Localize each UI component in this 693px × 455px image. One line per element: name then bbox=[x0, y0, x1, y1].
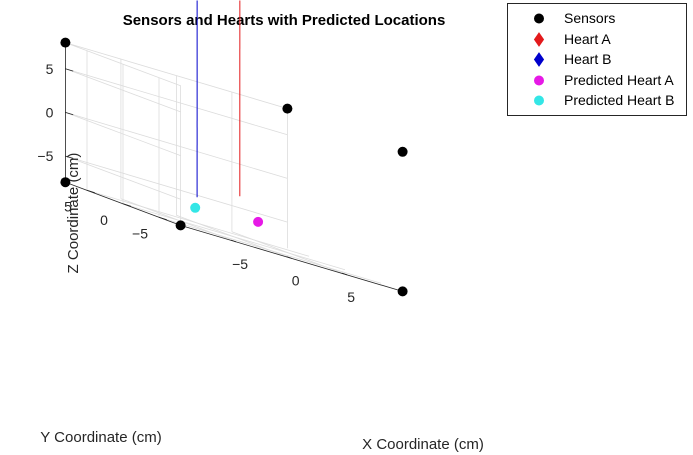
z-tick-mark bbox=[65, 68, 74, 72]
z-axis-label: Z Coordinate (cm) bbox=[65, 153, 82, 274]
sensors-point bbox=[397, 146, 408, 157]
sensors-point bbox=[60, 37, 71, 48]
y-tick-mark bbox=[122, 203, 131, 207]
legend-marker bbox=[534, 95, 544, 106]
legend-marker bbox=[534, 75, 544, 85]
legend-entry-predicted-heart-b: Predicted Heart B bbox=[508, 91, 686, 110]
x-tick-mark bbox=[230, 239, 237, 243]
sensors-point bbox=[175, 220, 186, 231]
z-tick-label: −5 bbox=[37, 148, 53, 164]
x-tick-label: 0 bbox=[292, 272, 300, 288]
z-tick-label: 0 bbox=[46, 104, 54, 120]
y-tick-label: 5 bbox=[64, 198, 72, 214]
grid-line bbox=[65, 155, 181, 200]
grid-line bbox=[122, 203, 346, 271]
predicted-heart-a-point bbox=[253, 216, 264, 227]
y-tick-label: −5 bbox=[132, 225, 148, 241]
y-tick-mark bbox=[158, 216, 167, 221]
z-tick-mark bbox=[65, 112, 74, 116]
legend-marker-shape bbox=[533, 31, 545, 47]
legend: Sensors Heart A Heart B Predicted Heart A Pr… bbox=[507, 3, 687, 116]
axes bbox=[65, 42, 403, 292]
x-axis-label: X Coordinate (cm) bbox=[362, 436, 484, 453]
z-tick-label: 5 bbox=[46, 61, 54, 77]
grid-line bbox=[65, 112, 288, 179]
grid bbox=[65, 42, 382, 284]
legend-entry-heart-b: Heart B bbox=[508, 50, 686, 69]
sensors-point bbox=[397, 286, 408, 297]
tick-labels: −5 0 5 −5 0 5 −5 0 5 bbox=[37, 61, 355, 305]
x-tick-label: 5 bbox=[347, 289, 355, 305]
y-axis-label: Y Coordinate (cm) bbox=[40, 429, 161, 446]
legend-label: Sensors bbox=[564, 10, 616, 26]
y-tick-mark bbox=[86, 189, 95, 194]
grid-line bbox=[65, 68, 181, 113]
legend-entry-predicted-heart-a: Predicted Heart A bbox=[508, 71, 686, 90]
x-tick-label: −5 bbox=[232, 256, 248, 272]
legend-marker-shape bbox=[534, 75, 544, 85]
grid-line bbox=[65, 155, 288, 223]
chart-title: Sensors and Hearts with Predicted Locati… bbox=[123, 12, 446, 29]
sensors-point bbox=[282, 103, 293, 114]
legend-marker-shape bbox=[533, 52, 545, 67]
legend-marker-shape bbox=[534, 95, 544, 106]
legend-label: Predicted Heart B bbox=[564, 92, 675, 108]
legend-marker bbox=[534, 13, 544, 24]
z-tick-mark bbox=[65, 155, 74, 159]
grid-line bbox=[158, 216, 382, 284]
legend-marker-shape bbox=[534, 13, 544, 24]
grid-line bbox=[86, 189, 310, 257]
grid-line bbox=[65, 68, 288, 136]
legend-marker bbox=[533, 31, 545, 47]
legend-entry-sensors: Sensors bbox=[508, 9, 686, 28]
grid-line bbox=[65, 112, 181, 156]
x-tick-mark bbox=[341, 272, 348, 276]
x-tick-mark bbox=[286, 256, 292, 259]
sensors-point bbox=[60, 177, 71, 188]
legend-entry-heart-a: Heart A bbox=[508, 30, 686, 49]
legend-label: Heart B bbox=[564, 51, 612, 67]
legend-label: Predicted Heart A bbox=[564, 71, 674, 88]
predicted-heart-b-point bbox=[190, 202, 201, 213]
data-points bbox=[60, 0, 408, 297]
legend-label: Heart A bbox=[564, 30, 611, 47]
y-tick-label: 0 bbox=[100, 212, 108, 228]
legend-marker bbox=[533, 52, 545, 67]
